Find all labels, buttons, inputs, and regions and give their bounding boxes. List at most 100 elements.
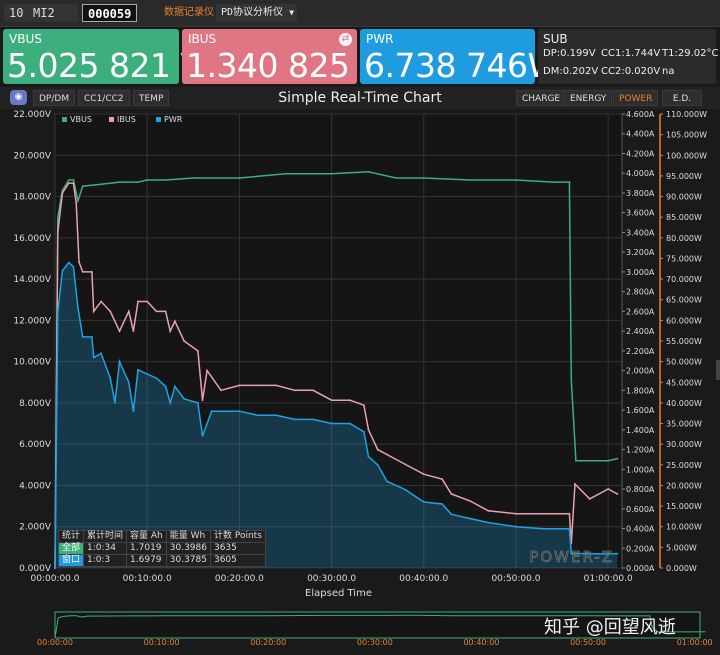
tab-power[interactable]: POWER — [613, 90, 659, 106]
time-navigator[interactable]: 00:00:00 00:10:00 00:20:00 00:30:00 00:40:00… — [0, 610, 720, 655]
chart-series — [54, 170, 619, 569]
pwr-label: PWR — [366, 32, 394, 46]
y-left-tick-label: 12.000V — [13, 316, 51, 326]
chart-area[interactable]: 0.000V 2.000V 4.000V 6.000V 8.000V 10.000V 12.… — [0, 108, 720, 608]
pwr-area-fill — [55, 262, 618, 568]
y-right-tick-label: 105.000W — [666, 131, 707, 140]
sub-dm: DM:0.202V — [543, 66, 599, 77]
swap-icon[interactable]: ⇄ — [339, 33, 352, 46]
vbus-label: VBUS — [9, 32, 42, 46]
data-point-pwr — [349, 422, 351, 425]
x-tick-label: 00:50:00.0 — [491, 574, 540, 584]
data-point-vbus — [515, 179, 517, 181]
data-point-pwr — [72, 265, 75, 268]
tab-temp[interactable]: TEMP — [133, 90, 170, 106]
mode-select[interactable]: PD协议分析仪 ▼ — [216, 4, 298, 22]
stats-cell: 窗口 — [57, 554, 85, 567]
y-left-tick-label: 16.000V — [13, 234, 51, 244]
sub-dp: DP:0.199V — [543, 48, 596, 59]
ibus-label: IBUS — [188, 32, 217, 46]
data-point-pwr — [367, 455, 370, 458]
scrollbar-handle[interactable] — [716, 360, 720, 380]
x-tick-label: 00:00:00.0 — [30, 574, 79, 584]
data-point-vbus — [395, 177, 397, 179]
y-right-tick-label: 0.000W — [666, 564, 697, 573]
data-point-vbus — [568, 181, 571, 183]
data-point-vbus — [552, 181, 554, 183]
stats-cell: 1.7019 — [126, 542, 167, 555]
data-point-ibus — [61, 192, 64, 194]
y-left-tick-label: 4.000V — [19, 481, 52, 491]
port-number[interactable]: 10 — [4, 4, 29, 22]
data-logger-link[interactable]: 数据记录仪 — [164, 7, 214, 18]
data-point-pwr — [450, 513, 453, 516]
data-point-ibus — [81, 271, 84, 273]
tab-charge[interactable]: CHARGE — [516, 90, 567, 106]
y-mid-tick-label: 2.800A — [626, 288, 655, 297]
data-point-pwr — [330, 422, 333, 425]
stats-header: 统计 — [57, 530, 85, 543]
data-point-pwr — [54, 567, 56, 569]
data-point-pwr — [588, 552, 591, 555]
chart-title: Simple Real-Time Chart — [278, 90, 442, 106]
data-point-ibus — [363, 404, 365, 407]
data-point-pwr — [256, 414, 259, 417]
data-point-pwr — [404, 488, 407, 491]
tab-ed[interactable]: E.D. — [662, 90, 702, 106]
data-point-pwr — [155, 377, 158, 379]
data-point-pwr — [109, 377, 112, 379]
y-mid-tick-label: 3.000A — [626, 268, 655, 277]
tab-energy[interactable]: ENERGY — [564, 90, 613, 106]
data-point-pwr — [469, 517, 471, 520]
watermark: 知乎 @回望风逝 — [544, 617, 676, 638]
data-point-vbus — [137, 181, 139, 183]
data-point-vbus — [61, 189, 64, 192]
data-point-ibus — [197, 350, 199, 352]
tab-dpdm[interactable]: DP/DM — [33, 90, 76, 106]
navigator-tick-label: 00:20:00 — [250, 638, 286, 647]
navigator-tick-label: 00:40:00 — [463, 638, 499, 647]
data-point-ibus — [349, 399, 351, 402]
x-tick-label: 01:00:00.0 — [584, 574, 633, 584]
stats-cell: 1:0:3 — [83, 554, 128, 567]
data-point-ibus — [92, 310, 95, 313]
device-name[interactable]: MI2 — [28, 4, 78, 22]
discord-icon[interactable]: ◉ — [10, 90, 27, 105]
stats-cell: 1.6979 — [126, 554, 167, 567]
y-right-tick-label: 15.000W — [666, 502, 702, 511]
data-point-ibus — [118, 330, 121, 332]
data-point-vbus — [164, 179, 167, 181]
data-point-pwr — [220, 410, 222, 413]
tab-cc[interactable]: CC1/CC2 — [78, 90, 130, 106]
y-right-tick-label: 5.000W — [666, 543, 697, 552]
data-point-pwr — [61, 269, 64, 272]
y-right-tick-label: 110.000W — [666, 110, 707, 119]
data-point-pwr — [137, 369, 139, 371]
y-mid-tick-label: 1.400A — [626, 426, 655, 435]
y-right-tick-label: 40.000W — [666, 399, 702, 408]
data-point-ibus — [404, 463, 407, 466]
y-right-tick-label: 20.000W — [666, 481, 702, 490]
data-point-ibus — [75, 201, 78, 204]
x-tick-label: 00:40:00.0 — [399, 574, 448, 584]
data-point-pwr — [127, 381, 130, 384]
data-point-pwr — [293, 418, 296, 421]
navigator-series — [54, 614, 706, 639]
data-point-ibus — [293, 389, 296, 392]
data-point-vbus — [146, 179, 149, 181]
data-point-ibus — [367, 428, 370, 431]
y-right-tick-label: 75.000W — [666, 254, 702, 263]
legend-swatch — [109, 117, 114, 122]
data-point-vbus — [67, 179, 70, 181]
data-point-pwr — [169, 402, 172, 404]
serial-number: 000059 — [82, 4, 138, 22]
stats-cell: 30.3785 — [165, 554, 211, 567]
pwr-value: 6.738 746W — [364, 46, 560, 85]
data-point-pwr — [183, 397, 186, 400]
data-point-ibus — [515, 512, 517, 515]
y-mid-tick-label: 1.800A — [626, 386, 655, 395]
y-mid-tick-label: 3.200A — [626, 248, 655, 257]
chart-axes: 0.000V 2.000V 4.000V 6.000V 8.000V 10.000V 12.… — [13, 110, 707, 599]
data-point-pwr — [77, 307, 79, 309]
legend-label: IBUS — [117, 115, 136, 124]
